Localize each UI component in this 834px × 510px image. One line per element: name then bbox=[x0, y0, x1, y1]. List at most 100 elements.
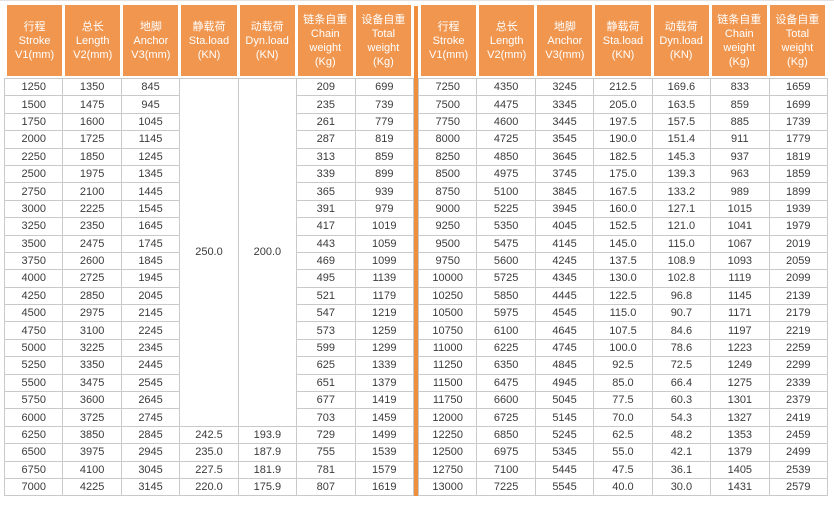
cell-total-weight: 1419 bbox=[354, 391, 415, 410]
cell-dyn-load: 187.9 bbox=[237, 443, 298, 462]
cell-length: 5100 bbox=[476, 182, 536, 201]
table-row: 1250 1350 845 250.0 200.0 209 699 bbox=[3, 77, 415, 427]
cell-length: 6600 bbox=[476, 391, 536, 410]
cell-anchor: 2745 bbox=[120, 408, 181, 427]
cell-sta-load: 227.5 bbox=[179, 460, 239, 479]
table-row: 2250 1850 1245 313 859 bbox=[3, 147, 415, 166]
table-row: 8750 5100 3845 167.5 133.2 989 1899 bbox=[417, 182, 829, 201]
cell-total-weight: 1299 bbox=[354, 338, 415, 358]
cell-dyn-load: 121.0 bbox=[651, 217, 712, 236]
cell-length: 4850 bbox=[476, 147, 536, 166]
cell-total-weight: 2419 bbox=[768, 408, 829, 427]
table-row: 5250 3350 2445 625 1339 bbox=[3, 356, 415, 375]
cell-stroke: 7250 bbox=[417, 77, 478, 97]
cell-total-weight: 1099 bbox=[354, 251, 415, 271]
cell-chain-weight: 1171 bbox=[710, 304, 770, 323]
cell-length: 1725 bbox=[62, 130, 122, 149]
table-row: 1500 1475 945 235 739 bbox=[3, 95, 415, 114]
cell-chain-weight: 833 bbox=[710, 77, 770, 97]
cell-total-weight: 1259 bbox=[354, 321, 415, 340]
cell-anchor: 5045 bbox=[534, 391, 595, 410]
cell-stroke: 8500 bbox=[417, 164, 478, 184]
cell-anchor: 4445 bbox=[534, 286, 595, 306]
cell-stroke: 6250 bbox=[3, 425, 64, 445]
cell-total-weight: 2379 bbox=[768, 391, 829, 410]
cell-stroke: 3000 bbox=[3, 199, 64, 219]
table-row: 4250 2850 2045 521 1179 bbox=[3, 286, 415, 306]
cell-total-weight: 1699 bbox=[768, 95, 829, 114]
cell-total-weight: 1819 bbox=[768, 147, 829, 166]
cell-anchor: 3445 bbox=[534, 112, 595, 132]
header-stroke: 行程 Stroke V1(mm) bbox=[7, 5, 63, 76]
cell-stroke: 8250 bbox=[417, 147, 478, 166]
cell-sta-load: 107.5 bbox=[593, 321, 653, 340]
cell-length: 5475 bbox=[476, 234, 536, 253]
cell-length: 5725 bbox=[476, 269, 536, 288]
table-row: 3000 2225 1545 391 979 bbox=[3, 199, 415, 219]
cell-dyn-load: 169.6 bbox=[651, 77, 712, 97]
cell-length: 1350 bbox=[62, 77, 122, 97]
cell-dyn-load: 54.3 bbox=[651, 408, 712, 427]
cell-length: 3100 bbox=[62, 321, 122, 340]
cell-anchor: 1445 bbox=[120, 182, 181, 201]
cell-chain-weight: 339 bbox=[296, 164, 356, 184]
cell-total-weight: 2259 bbox=[768, 338, 829, 358]
table-row: 9250 5350 4045 152.5 121.0 1041 1979 bbox=[417, 217, 829, 236]
cell-total-weight: 2059 bbox=[768, 251, 829, 271]
cell-anchor: 3045 bbox=[120, 460, 181, 479]
cell-chain-weight: 1249 bbox=[710, 356, 770, 375]
cell-anchor: 4745 bbox=[534, 338, 595, 358]
cell-sta-load: 62.5 bbox=[593, 425, 653, 445]
cell-dyn-load: 115.0 bbox=[651, 234, 712, 253]
cell-length: 6725 bbox=[476, 408, 536, 427]
cell-total-weight: 2179 bbox=[768, 304, 829, 323]
cell-stroke: 2500 bbox=[3, 164, 64, 184]
cell-chain-weight: 781 bbox=[296, 460, 356, 479]
cell-dyn-load: 145.3 bbox=[651, 147, 712, 166]
cell-length: 5850 bbox=[476, 286, 536, 306]
cell-chain-weight: 885 bbox=[710, 112, 770, 132]
cell-sta-load: 205.0 bbox=[593, 95, 653, 114]
cell-stroke: 2000 bbox=[3, 130, 64, 149]
cell-total-weight: 1059 bbox=[354, 234, 415, 253]
cell-length: 7100 bbox=[476, 460, 536, 479]
cell-sta-load: 167.5 bbox=[593, 182, 653, 201]
cell-length: 2850 bbox=[62, 286, 122, 306]
cell-stroke: 9250 bbox=[417, 217, 478, 236]
cell-chain-weight: 573 bbox=[296, 321, 356, 340]
cell-chain-weight: 1119 bbox=[710, 269, 770, 288]
cell-total-weight: 1539 bbox=[354, 443, 415, 462]
table-row: 7750 4600 3445 197.5 157.5 885 1739 bbox=[417, 112, 829, 132]
cell-length: 7225 bbox=[476, 477, 536, 497]
cell-length: 2600 bbox=[62, 251, 122, 271]
cell-dyn-load: 181.9 bbox=[237, 460, 298, 479]
cell-sta-load: 100.0 bbox=[593, 338, 653, 358]
header-row: 行程 Stroke V1(mm) 总长 Length V2(mm) 地脚 Anchor V3(m… bbox=[7, 5, 411, 76]
table-row: 2500 1975 1345 339 899 bbox=[3, 164, 415, 184]
cell-anchor: 4645 bbox=[534, 321, 595, 340]
cell-chain-weight: 313 bbox=[296, 147, 356, 166]
cell-dyn-load: 127.1 bbox=[651, 199, 712, 219]
cell-stroke: 8750 bbox=[417, 182, 478, 201]
cell-stroke: 3250 bbox=[3, 217, 64, 236]
cell-total-weight: 1139 bbox=[354, 269, 415, 288]
cell-total-weight: 2459 bbox=[768, 425, 829, 445]
table-row: 5000 3225 2345 599 1299 bbox=[3, 338, 415, 358]
cell-dyn-load: 193.9 bbox=[237, 425, 298, 445]
cell-anchor: 4345 bbox=[534, 269, 595, 288]
table-row: 10000 5725 4345 130.0 102.8 1119 2099 bbox=[417, 269, 829, 288]
cell-dyn-load: 163.5 bbox=[651, 95, 712, 114]
header-anchor: 地脚 Anchor V3(mm) bbox=[123, 5, 179, 76]
header-sta-load: 静载荷 Sta.load (KN) bbox=[595, 5, 651, 76]
cell-sta-load: 85.0 bbox=[593, 373, 653, 393]
cell-total-weight: 2099 bbox=[768, 269, 829, 288]
cell-chain-weight: 677 bbox=[296, 391, 356, 410]
cell-stroke: 9750 bbox=[417, 251, 478, 271]
cell-total-weight: 2339 bbox=[768, 373, 829, 393]
spec-table-left-half: 行程 Stroke V1(mm) 总长 Length V2(mm) 地脚 Anchor V3(m… bbox=[3, 5, 415, 497]
cell-length: 1600 bbox=[62, 112, 122, 132]
cell-total-weight: 779 bbox=[354, 112, 415, 132]
cell-total-weight: 979 bbox=[354, 199, 415, 219]
cell-chain-weight: 937 bbox=[710, 147, 770, 166]
